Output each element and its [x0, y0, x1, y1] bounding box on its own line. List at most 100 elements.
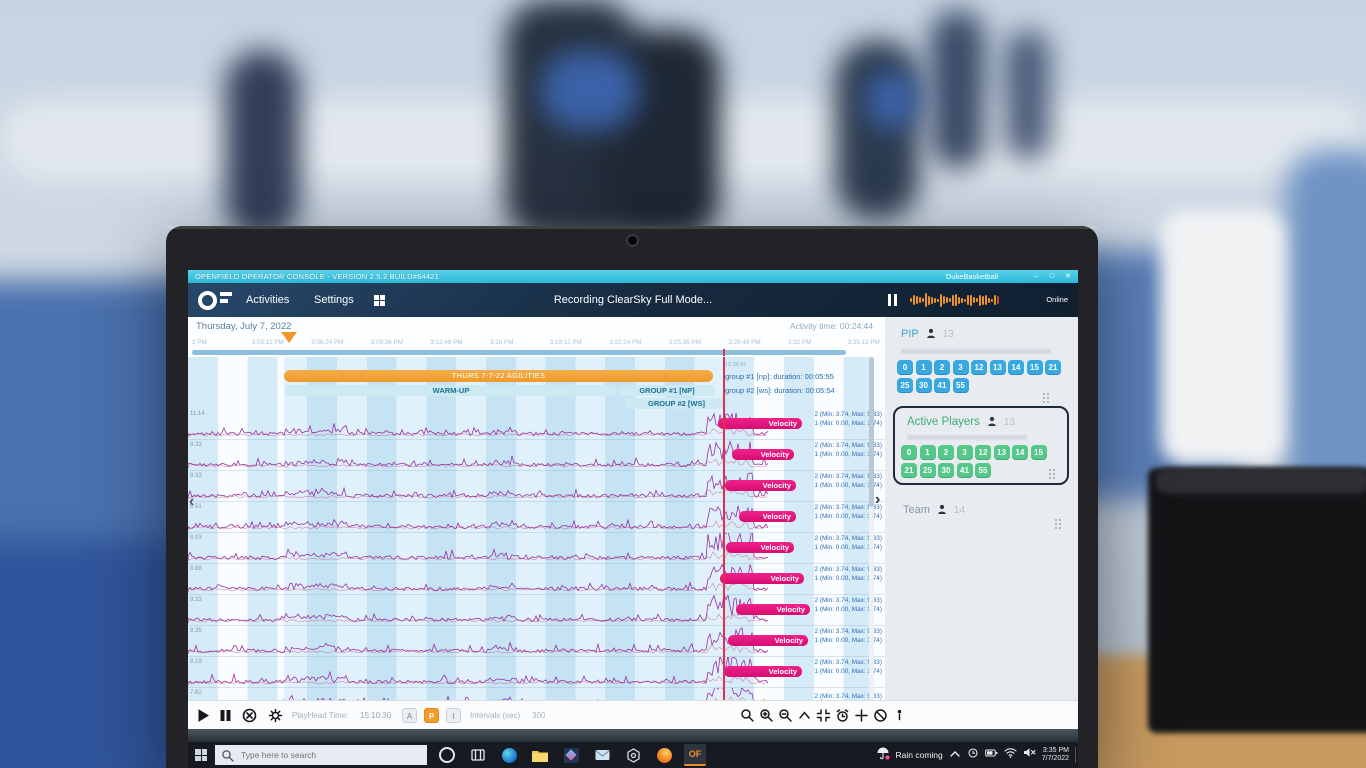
player-chip[interactable]: 55: [952, 377, 969, 393]
bg-figure: [835, 40, 920, 220]
player-chip[interactable]: 14: [1012, 445, 1028, 460]
cortana-icon[interactable]: [436, 744, 458, 766]
mode-i-button[interactable]: I: [446, 708, 461, 723]
team-drag-handle[interactable]: [1055, 519, 1063, 529]
velocity-bar-label[interactable]: Velocity: [728, 635, 808, 646]
task-view-icon[interactable]: [467, 744, 489, 766]
player-chip[interactable]: 41: [956, 462, 973, 478]
velocity-bar-label[interactable]: Velocity: [736, 604, 810, 615]
player-chip[interactable]: 15: [1026, 360, 1043, 375]
tray-chevron-up-icon[interactable]: [949, 746, 961, 764]
disable-icon[interactable]: [873, 708, 888, 728]
player-chip[interactable]: 0: [897, 360, 913, 375]
edge-icon[interactable]: [498, 744, 520, 766]
mode-p-button[interactable]: P: [424, 708, 439, 723]
zoom-in-icon[interactable]: [759, 708, 774, 728]
velocity-bar-label[interactable]: Velocity: [720, 573, 804, 584]
player-chip[interactable]: 25: [897, 377, 913, 393]
weather-icon[interactable]: [876, 746, 890, 765]
track-axis-label: 8.03: [190, 535, 202, 541]
group1-bar[interactable]: GROUP #1 [NP]: [619, 385, 715, 396]
velocity-bar-label[interactable]: Velocity: [724, 666, 802, 677]
scrollbar-thumb[interactable]: [869, 357, 874, 507]
chart-tools: [740, 708, 907, 728]
alarm-clock-icon[interactable]: [835, 708, 850, 728]
player-chip[interactable]: 0: [901, 445, 917, 460]
menu-activities[interactable]: Activities: [246, 294, 290, 306]
player-chip[interactable]: 25: [919, 462, 936, 478]
start-button[interactable]: [195, 749, 207, 761]
velocity-bar-label[interactable]: Velocity: [726, 542, 794, 553]
velocity-bar-label[interactable]: Velocity: [732, 449, 794, 460]
pip-drag-handle[interactable]: [1043, 393, 1051, 403]
wifi-icon[interactable]: [1004, 746, 1017, 764]
play-button[interactable]: [196, 708, 211, 723]
player-chip[interactable]: 21: [901, 462, 917, 478]
restore-button[interactable]: □: [1049, 273, 1055, 280]
timeline-track[interactable]: [192, 349, 846, 356]
session-marker-icon[interactable]: [281, 332, 297, 343]
scroll-top-icon[interactable]: [797, 708, 812, 728]
session-bar[interactable]: THURS 7-7-22 AGILITIES: [284, 370, 713, 382]
firefox-icon[interactable]: [653, 744, 675, 766]
taskbar-clock[interactable]: 3:35 PM 7/7/2022: [1042, 747, 1069, 764]
player-chip[interactable]: 30: [915, 377, 932, 393]
player-chip[interactable]: 2: [938, 445, 954, 460]
velocity-bar-label[interactable]: Velocity: [718, 418, 802, 429]
player-chip[interactable]: 3: [952, 360, 969, 375]
weather-text[interactable]: Rain coming: [895, 750, 943, 760]
chart-scrollbar[interactable]: [869, 357, 874, 700]
expand-right-icon[interactable]: ›: [875, 491, 881, 508]
player-chip[interactable]: 3: [956, 445, 973, 460]
menu-settings[interactable]: Settings: [314, 294, 354, 306]
player-chip[interactable]: 1: [919, 445, 936, 460]
player-chip[interactable]: 15: [1030, 445, 1047, 460]
intervals-value[interactable]: 300: [532, 711, 546, 720]
player-chip[interactable]: 55: [975, 462, 991, 478]
player-chip[interactable]: 13: [989, 360, 1006, 375]
battery-icon[interactable]: [984, 746, 998, 764]
player-chip[interactable]: 14: [1008, 360, 1024, 375]
player-chip[interactable]: 30: [938, 462, 954, 478]
player-chip[interactable]: 13: [993, 445, 1010, 460]
close-button[interactable]: ✕: [1065, 273, 1071, 280]
pause-icon[interactable]: [888, 294, 898, 306]
apps-grid-icon[interactable]: [374, 295, 385, 306]
group2-bar[interactable]: GROUP #2 [WS]: [625, 398, 728, 409]
add-icon[interactable]: [854, 708, 869, 728]
search-zoom-icon[interactable]: [740, 708, 755, 728]
pause-button[interactable]: [218, 708, 233, 723]
player-chip[interactable]: 12: [975, 445, 991, 460]
warmup-bar[interactable]: WARM-UP: [286, 385, 616, 396]
taskbar-search[interactable]: [215, 745, 427, 765]
collapse-left-icon[interactable]: ‹: [189, 493, 195, 510]
mail-icon[interactable]: [591, 744, 613, 766]
zoom-out-icon[interactable]: [778, 708, 793, 728]
player-chip[interactable]: 41: [934, 377, 950, 393]
stop-button[interactable]: [242, 708, 257, 723]
volume-muted-icon[interactable]: [1023, 746, 1036, 764]
playhead-line[interactable]: [723, 357, 725, 700]
player-chip[interactable]: 1: [915, 360, 932, 375]
time-tick-label: 3:09:36 PM: [370, 339, 404, 346]
file-explorer-icon[interactable]: [529, 744, 551, 766]
velocity-bar-label[interactable]: Velocity: [739, 511, 796, 522]
openfield-taskbar-icon[interactable]: OF: [684, 744, 706, 766]
active-drag-handle[interactable]: [1049, 469, 1057, 479]
player-chip[interactable]: 21: [1045, 360, 1061, 375]
settings-gear-icon[interactable]: [268, 708, 283, 723]
active-chip-list: 0 1 2 3 12 13 14 15 21 25 30 41 55: [901, 445, 1063, 478]
show-desktop-divider[interactable]: [1075, 747, 1076, 763]
mode-a-button[interactable]: A: [402, 708, 417, 723]
fit-view-icon[interactable]: [816, 708, 831, 728]
player-chip[interactable]: 12: [971, 360, 987, 375]
player-chip[interactable]: 2: [934, 360, 950, 375]
velocity-bar-label[interactable]: Velocity: [725, 480, 796, 491]
info-icon[interactable]: [892, 708, 907, 728]
tray-clock-icon[interactable]: [967, 746, 979, 764]
minimize-button[interactable]: –: [1034, 273, 1038, 280]
hexagon-app-icon[interactable]: [622, 744, 644, 766]
search-input[interactable]: [239, 749, 413, 761]
photos-app-icon[interactable]: [560, 744, 582, 766]
